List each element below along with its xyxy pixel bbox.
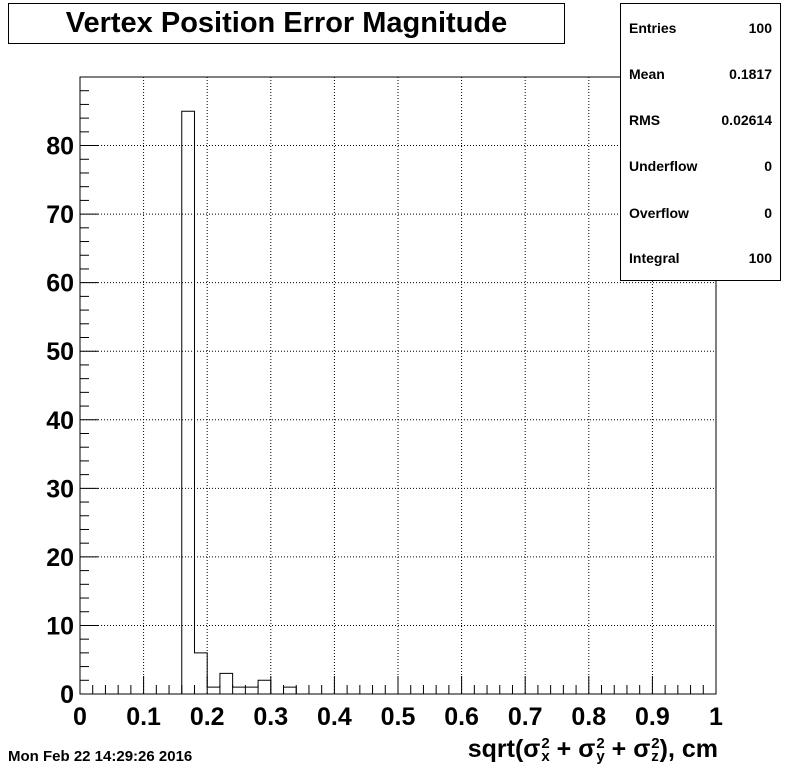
- x-tick-label: 0.3: [253, 703, 288, 731]
- y-tick-label: 60: [46, 270, 74, 298]
- y-tick-label: 0: [60, 681, 74, 709]
- stats-row: Overflow 0: [621, 201, 780, 225]
- y-tick-label: 10: [46, 612, 74, 640]
- x-tick-label: 0.8: [571, 703, 606, 731]
- x-title-sigma: σ: [633, 735, 651, 763]
- y-tick-label: 70: [46, 201, 74, 229]
- histogram-bin: [207, 687, 220, 694]
- stats-row: Entries 100: [621, 16, 780, 40]
- x-tick-label: 0.1: [126, 703, 161, 731]
- histogram-bin: [245, 687, 258, 694]
- stats-label: RMS: [629, 112, 661, 128]
- x-tick-label: 0.6: [444, 703, 479, 731]
- histogram-outline: [181, 110, 297, 694]
- chart-title: Vertex Position Error Magnitude: [8, 3, 565, 44]
- axis-ticks: [79, 90, 717, 695]
- x-title-prefix: sqrt(: [467, 735, 524, 763]
- x-title-text: +: [549, 735, 579, 763]
- stats-label: Integral: [629, 250, 680, 266]
- x-title-text: +: [604, 735, 634, 763]
- x-tick-label: 0.2: [190, 703, 225, 731]
- histogram-bin: [233, 687, 246, 694]
- datestamp: Mon Feb 22 14:29:26 2016: [8, 748, 193, 765]
- histogram-bin: [258, 680, 271, 694]
- x-title-sigma: σ: [578, 735, 596, 763]
- stats-value: 100: [748, 250, 772, 266]
- histogram-bars: [181, 110, 297, 694]
- y-tick-label: 50: [46, 338, 74, 366]
- y-tick-label: 20: [46, 544, 74, 572]
- x-tick-label: 0.7: [508, 703, 543, 731]
- histogram-bin: [284, 687, 297, 694]
- stats-label: Mean: [629, 66, 665, 82]
- stats-label: Overflow: [629, 205, 689, 221]
- stats-label: Entries: [629, 20, 677, 36]
- stats-row: RMS 0.02614: [621, 108, 780, 132]
- x-title-text: ), cm: [659, 735, 718, 763]
- stats-value: 0: [764, 205, 772, 221]
- x-tick-label: 0.5: [381, 703, 416, 731]
- x-tick-label: 0: [73, 703, 87, 731]
- y-tick-label: 30: [46, 475, 74, 503]
- stats-value: 0.1817: [729, 66, 772, 82]
- x-tick-label: 0.4: [317, 703, 352, 731]
- histogram-bin: [182, 111, 195, 694]
- stats-value: 0: [764, 158, 772, 174]
- stats-row: Mean 0.1817: [621, 62, 780, 86]
- x-title-sigma: σ: [523, 735, 541, 763]
- stats-value: 100: [748, 20, 772, 36]
- stats-label: Underflow: [629, 158, 698, 174]
- x-tick-label: 1: [709, 703, 723, 731]
- y-tick-label: 80: [46, 133, 74, 161]
- histogram-bin: [220, 673, 233, 694]
- stats-value: 0.02614: [721, 112, 772, 128]
- stats-row: Underflow 0: [621, 154, 780, 178]
- histogram-bin: [194, 653, 207, 694]
- tick-labels: 0 0.1 0.2 0.3 0.4 0.5 0.6 0.7 0.8 0.9 101020304050…: [46, 133, 723, 731]
- y-tick-label: 40: [46, 407, 74, 435]
- stats-row: Integral 100: [621, 246, 780, 270]
- x-tick-label: 0.9: [635, 703, 670, 731]
- stats-box: Entries 100 Mean 0.1817 RMS 0.02614 Underflow 0…: [620, 3, 781, 281]
